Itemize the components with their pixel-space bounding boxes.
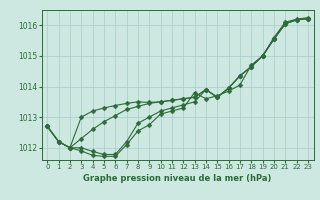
X-axis label: Graphe pression niveau de la mer (hPa): Graphe pression niveau de la mer (hPa) <box>84 174 272 183</box>
